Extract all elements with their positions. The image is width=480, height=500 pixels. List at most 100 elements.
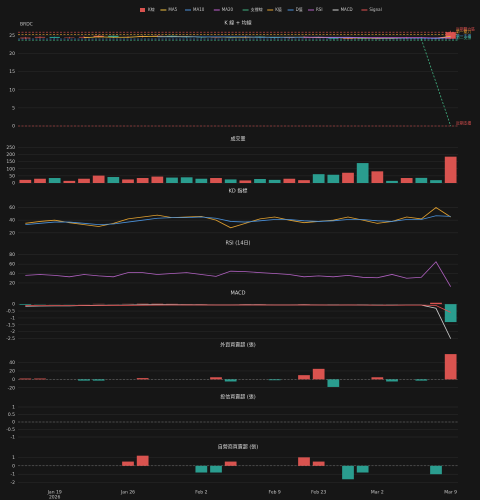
- y-tick-label: 10: [9, 87, 15, 93]
- bar: [400, 178, 413, 183]
- bar: [224, 379, 237, 382]
- y-tick-label: 150: [6, 159, 15, 165]
- bar: [136, 178, 149, 183]
- panel-title: RSI (14日): [226, 241, 251, 247]
- bar: [122, 179, 134, 183]
- x-tick-label: Feb 9: [269, 490, 281, 496]
- series-line: [25, 304, 451, 313]
- legend-label: Signal: [369, 7, 381, 12]
- bar: [312, 461, 325, 466]
- legend-label: RSI: [316, 7, 323, 12]
- bar: [356, 163, 369, 183]
- y-tick-label: -0.5: [6, 309, 15, 315]
- candle-body: [108, 35, 119, 38]
- bar: [136, 455, 149, 466]
- bar: [298, 457, 310, 466]
- bar: [92, 379, 105, 381]
- bar: [298, 180, 310, 183]
- legend-label: MACD: [341, 7, 353, 12]
- y-tick-label: 0: [12, 181, 15, 187]
- bar: [122, 461, 134, 466]
- bar: [327, 379, 340, 387]
- bar: [327, 174, 340, 183]
- level-label: 第一支撐: [456, 34, 471, 39]
- y-tick-label: 20: [9, 230, 15, 236]
- candle-body: [328, 37, 339, 39]
- bar: [444, 354, 457, 380]
- legend-label: MA5: [168, 7, 177, 12]
- x-tick-label: Jan 19: [47, 490, 62, 496]
- bar: [224, 461, 237, 466]
- y-tick-label: 0.5: [8, 412, 15, 418]
- bar: [195, 178, 208, 183]
- bar: [151, 176, 164, 183]
- panel-title: KD 指標: [229, 188, 248, 195]
- y-tick-label: 0: [12, 124, 15, 130]
- legend-label: D值: [296, 6, 303, 12]
- y-tick-label: -2: [11, 480, 16, 486]
- bar: [34, 178, 46, 183]
- bar: [34, 378, 46, 380]
- bar: [195, 465, 208, 473]
- y-tick-label: -20: [8, 385, 15, 391]
- bar: [342, 172, 354, 183]
- bar: [78, 379, 90, 381]
- y-tick-label: 40: [9, 271, 15, 277]
- bar: [166, 177, 178, 183]
- y-tick-label: 100: [6, 166, 15, 172]
- y-tick-label: 200: [6, 152, 15, 158]
- y-tick-label: 40: [9, 360, 15, 366]
- y-tick-label: 80: [9, 252, 15, 258]
- bar: [430, 465, 442, 475]
- legend-label: MA20: [222, 7, 234, 12]
- legend-label: K線: [148, 6, 155, 12]
- y-tick-label: 1: [12, 455, 15, 461]
- bar: [415, 177, 428, 183]
- y-tick-label: -2.5: [6, 336, 15, 342]
- bar: [239, 180, 252, 183]
- panel-title: K 線 + 均線: [224, 20, 251, 27]
- bar: [430, 180, 442, 183]
- x-tick-label: Feb 23: [311, 490, 326, 496]
- x-year-label: 2026: [49, 495, 61, 500]
- panel-title: 成交量: [230, 136, 245, 143]
- y-tick-label: -0.5: [6, 427, 15, 433]
- y-tick-label: 60: [9, 262, 15, 268]
- bar: [78, 178, 90, 183]
- candle-body: [49, 36, 60, 38]
- histogram-bar: [430, 302, 442, 305]
- y-tick-label: -1: [11, 315, 16, 321]
- candle-body: [445, 32, 456, 39]
- series-line: [25, 207, 451, 229]
- series-line: [25, 215, 451, 226]
- y-tick-label: 40: [9, 218, 15, 224]
- x-tick-label: Feb 2: [195, 490, 207, 496]
- y-tick-label: -1: [11, 472, 16, 478]
- bar: [386, 180, 398, 183]
- panel-title: MACD: [231, 291, 246, 297]
- panel-title: 外資買賣超 (張): [220, 342, 256, 349]
- bar: [210, 178, 222, 183]
- y-tick-label: 25: [9, 33, 15, 39]
- y-tick-label: 20: [9, 280, 15, 286]
- level-label: 第一壓力: [456, 29, 471, 34]
- bar: [107, 177, 120, 183]
- bar: [63, 180, 76, 183]
- level-label: 第二支撐: [456, 35, 471, 40]
- y-tick-label: 0: [12, 420, 15, 426]
- bar: [268, 379, 281, 381]
- bar: [210, 377, 222, 380]
- legend-swatch: [140, 8, 145, 12]
- y-tick-label: 60: [9, 205, 15, 211]
- series-line: [420, 38, 452, 127]
- bar: [298, 375, 310, 380]
- y-tick-label: 0: [12, 463, 15, 469]
- bar: [19, 179, 32, 183]
- histogram-bar: [444, 304, 457, 323]
- bar: [312, 368, 325, 380]
- bar: [283, 178, 296, 183]
- series-line: [25, 261, 452, 287]
